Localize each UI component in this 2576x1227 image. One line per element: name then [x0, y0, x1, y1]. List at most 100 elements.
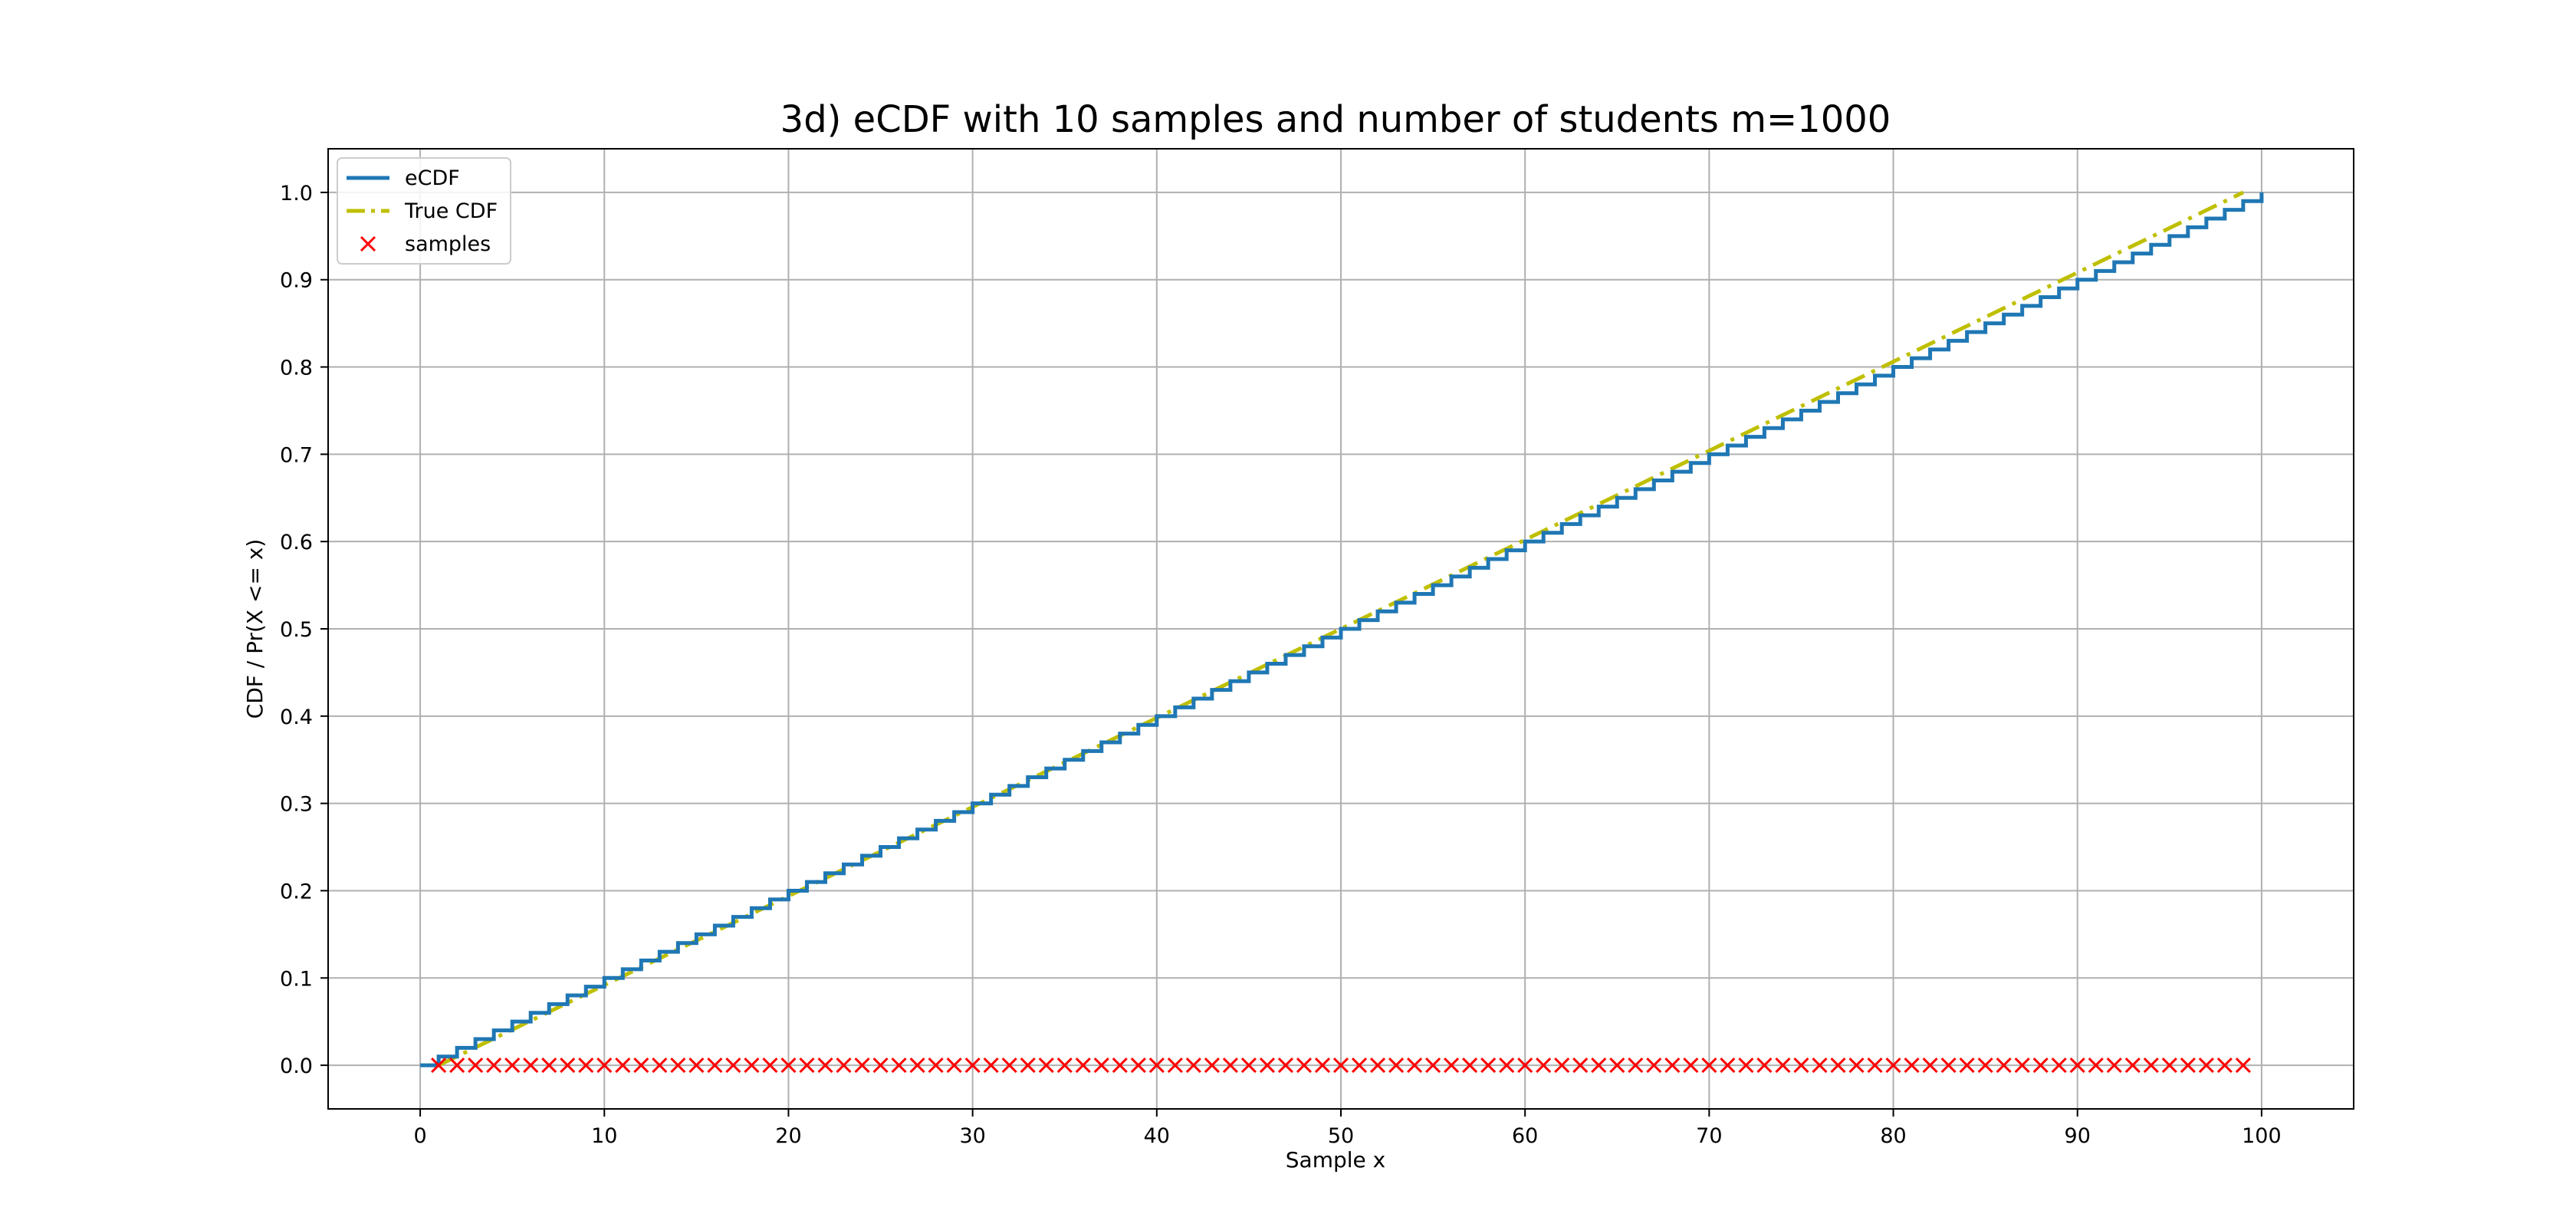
sample-marker-stroke	[541, 1058, 557, 1074]
sample-marker	[1756, 1058, 1773, 1074]
sample-marker	[578, 1058, 594, 1074]
sample-marker-stroke	[1388, 1058, 1405, 1074]
sample-marker	[1499, 1058, 1515, 1074]
ticks: 0 10 20 30 40 50 60 70 80 90 100 0.0 0.1 0.2 0.3 0.4 0.5…	[280, 182, 2282, 1148]
sample-marker	[2198, 1058, 2214, 1074]
sample-marker	[1038, 1058, 1054, 1074]
sample-marker-stroke	[1425, 1058, 1441, 1074]
sample-marker	[1922, 1058, 1938, 1074]
sample-marker	[1591, 1058, 1607, 1074]
sample-marker	[1075, 1058, 1091, 1074]
sample-marker	[1130, 1058, 1146, 1074]
sample-marker	[1628, 1058, 1644, 1074]
y-tick-label: 0.3	[280, 793, 313, 817]
sample-marker-stroke	[1609, 1058, 1625, 1074]
sample-marker	[449, 1058, 465, 1074]
sample-marker-stroke	[2216, 1058, 2233, 1074]
x-tick-label: 80	[1880, 1124, 1906, 1148]
y-axis-label: CDF / Pr(X <= x)	[242, 539, 268, 719]
sample-marker	[1848, 1058, 1865, 1074]
sample-marker-stroke	[523, 1058, 539, 1074]
sample-marker	[1664, 1058, 1681, 1074]
sample-marker	[946, 1058, 962, 1074]
sample-marker-stroke	[1572, 1058, 1589, 1074]
sample-marker	[670, 1058, 686, 1074]
x-tick-label: 50	[1328, 1124, 1354, 1148]
sample-marker	[762, 1058, 778, 1074]
sample-marker-stroke	[1148, 1058, 1165, 1074]
sample-marker-stroke	[1701, 1058, 1717, 1074]
legend-label: eCDF	[405, 166, 460, 190]
sample-marker-stroke	[431, 1058, 447, 1074]
sample-marker	[1407, 1058, 1423, 1074]
x-tick-label: 70	[1696, 1124, 1722, 1148]
sample-marker-stroke	[1259, 1058, 1275, 1074]
sample-marker-stroke	[1314, 1058, 1331, 1074]
sample-marker	[964, 1058, 981, 1074]
sample-marker	[1536, 1058, 1552, 1074]
sample-marker-stroke	[688, 1058, 705, 1074]
legend-box	[337, 157, 511, 265]
sample-marker	[468, 1058, 484, 1074]
sample-marker	[1277, 1058, 1294, 1074]
sample-marker	[1425, 1058, 1441, 1074]
sample-marker-stroke	[1646, 1058, 1662, 1074]
sample-marker	[560, 1058, 576, 1074]
sample-marker-stroke	[1296, 1058, 1313, 1074]
sample-marker-stroke	[1867, 1058, 1883, 1074]
sample-marker	[2143, 1058, 2159, 1074]
sample-marker-stroke	[1351, 1058, 1368, 1074]
sample-marker-stroke	[1922, 1058, 1938, 1074]
sample-marker	[1112, 1058, 1128, 1074]
sample-marker	[486, 1058, 502, 1074]
sample-marker-stroke	[449, 1058, 465, 1074]
sample-marker-stroke	[1204, 1058, 1220, 1074]
sample-marker-stroke	[1830, 1058, 1846, 1074]
sample-marker-stroke	[1940, 1058, 1957, 1074]
y-tick-label: 0.8	[280, 357, 313, 380]
sample-marker-stroke	[1536, 1058, 1552, 1074]
sample-marker	[2106, 1058, 2122, 1074]
sample-marker-stroke	[1093, 1058, 1109, 1074]
sample-marker	[1314, 1058, 1331, 1074]
sample-marker-stroke	[1756, 1058, 1773, 1074]
sample-marker	[2032, 1058, 2049, 1074]
sample-marker-stroke	[872, 1058, 889, 1074]
sample-marker-stroke	[762, 1058, 778, 1074]
sample-marker	[1240, 1058, 1257, 1074]
sample-marker-stroke	[1407, 1058, 1423, 1074]
sample-marker-stroke	[1738, 1058, 1754, 1074]
sample-marker	[744, 1058, 760, 1074]
sample-marker	[1296, 1058, 1313, 1074]
sample-marker	[1369, 1058, 1386, 1074]
y-tick-label: 0.5	[280, 618, 313, 642]
sample-marker	[1609, 1058, 1625, 1074]
sample-marker-stroke	[2051, 1058, 2067, 1074]
sample-marker	[1480, 1058, 1497, 1074]
sample-marker-stroke	[1775, 1058, 1791, 1074]
sample-marker-stroke	[1812, 1058, 1828, 1074]
legend: eCDF True CDF samples	[337, 157, 511, 265]
sample-marker-stroke	[2180, 1058, 2196, 1074]
sample-marker	[688, 1058, 705, 1074]
sample-marker-stroke	[504, 1058, 521, 1074]
sample-marker-stroke	[1628, 1058, 1644, 1074]
sample-marker	[1572, 1058, 1589, 1074]
legend-label: True CDF	[404, 199, 498, 223]
sample-marker	[1462, 1058, 1478, 1074]
sample-marker	[1904, 1058, 1920, 1074]
x-tick-label: 40	[1144, 1124, 1170, 1148]
sample-marker-stroke	[1369, 1058, 1386, 1074]
sample-marker	[872, 1058, 889, 1074]
sample-marker	[891, 1058, 907, 1074]
sample-marker-stroke	[2198, 1058, 2214, 1074]
sample-marker-stroke	[1664, 1058, 1681, 1074]
sample-marker-stroke	[1185, 1058, 1201, 1074]
y-tick-label: 0.6	[280, 531, 313, 554]
x-tick-label: 90	[2065, 1124, 2091, 1148]
sample-marker	[1167, 1058, 1183, 1074]
sample-marker	[596, 1058, 613, 1074]
sample-marker	[1351, 1058, 1368, 1074]
sample-marker	[1554, 1058, 1570, 1074]
sample-marker-stroke	[2124, 1058, 2141, 1074]
